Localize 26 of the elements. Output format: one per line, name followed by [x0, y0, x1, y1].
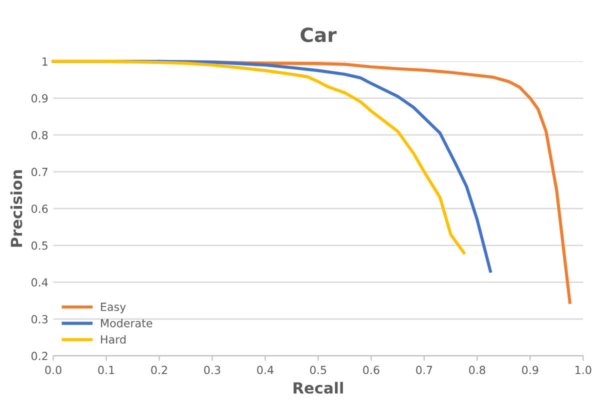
y-tick-label: 0.6: [31, 204, 48, 213]
y-tick-label: 0.8: [31, 130, 48, 140]
x-axis-title: Recall: [294, 382, 343, 394]
x-tick-label: 0.5: [310, 366, 326, 374]
x-tick-label: 1.0: [576, 366, 592, 374]
x-tick-label: 0.7: [416, 366, 432, 374]
x-tick-label: 0.8: [469, 366, 486, 374]
x-tick-label: 0.2: [151, 366, 167, 374]
x-tick-label: 0.1: [98, 366, 114, 374]
y-tick-label: 0.3: [31, 314, 48, 324]
y-tick-label: 0.7: [31, 168, 48, 176]
y-tick-label: 0.9: [31, 94, 48, 103]
legend-label: Moderate: [101, 318, 152, 328]
y-tick-label: 0.4: [31, 278, 48, 287]
chart-title: Car: [300, 27, 337, 42]
legend-label: Hard: [101, 335, 126, 344]
x-tick-label: 0.3: [204, 366, 220, 374]
x-tick-label: 0.4: [257, 366, 274, 374]
x-tick-label: 0.6: [363, 366, 380, 374]
y-tick-label: 0.5: [31, 241, 48, 250]
x-tick-label: 0.0: [45, 366, 62, 374]
y-tick-label: 1: [42, 57, 48, 66]
x-tick-label: 0.9: [522, 366, 538, 374]
y-tick-label: 0.2: [31, 352, 48, 360]
y-axis-title: Precision: [10, 170, 22, 247]
legend-label: Easy: [101, 302, 126, 314]
